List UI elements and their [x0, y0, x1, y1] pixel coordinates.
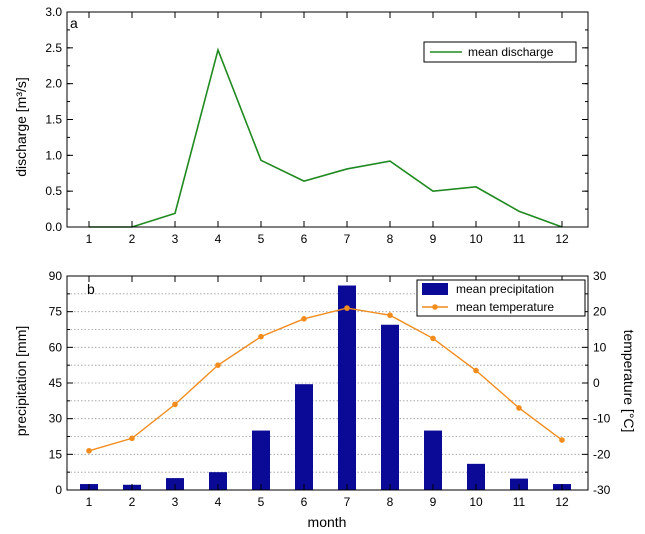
temperature-point [559, 437, 565, 443]
panel-a-legend-box [423, 41, 577, 63]
panel-a-x-tick-label: 3 [172, 232, 179, 246]
legend-swatch-mean-temperature-marker [432, 304, 438, 310]
panel-b-x-tick-label: 10 [469, 495, 483, 509]
temperature-point [516, 405, 522, 411]
panel-b-x-tick-label: 5 [258, 495, 265, 509]
panel-b-y-tick-label: 30 [49, 412, 63, 426]
precipitation-bar [338, 285, 356, 490]
panel-a-y-tick-label: 1.0 [45, 148, 62, 162]
panel-b-y-tick-label: 90 [49, 269, 63, 283]
panel-b-y2-axis-title: temperature [°C] [621, 330, 637, 433]
legend-swatch-mean-precipitation [422, 283, 448, 295]
temperature-point [344, 305, 350, 311]
temperature-point [301, 316, 307, 322]
panel-a-y-tick-label: 0.5 [45, 184, 62, 198]
panel-a-x-tick-label: 5 [258, 232, 265, 246]
panel-b-y2-tick-label: -30 [593, 483, 611, 497]
panel-b-x-tick-label: 9 [430, 495, 437, 509]
panel-b-y2-tick-label: 20 [593, 305, 607, 319]
precipitation-bar [252, 430, 270, 490]
temperature-point [387, 312, 393, 319]
panel-a-x-tick-label: 11 [513, 232, 526, 246]
temperature-point [473, 367, 479, 374]
panel-b-y2-tick-label: 0 [593, 376, 600, 390]
temperature-point [258, 333, 264, 340]
panel-a-legend: mean discharge [423, 41, 577, 63]
panel-a-x-tick-label: 4 [215, 232, 222, 246]
panel-a-marks [89, 47, 563, 228]
panel-b-legend: mean precipitation mean temperature [416, 279, 586, 317]
panel-a-x-tick-label: 9 [430, 232, 437, 246]
panel-a-label: a [70, 15, 78, 31]
panel-a-y-tick-label: 0.0 [45, 220, 62, 234]
panel-b-y-tick-label: 75 [49, 305, 63, 319]
panel-b-x-tick-label: 2 [129, 495, 136, 509]
panel-b-x-axis-title: month [308, 514, 347, 530]
panel-b-y-tick-label: 15 [49, 447, 63, 461]
panel-b-y-tick-label: 60 [49, 340, 63, 354]
panel-b-x-tick-label: 3 [172, 495, 179, 509]
panel-a-x-tick-label: 12 [555, 232, 569, 246]
precipitation-bar [381, 324, 399, 490]
temperature-point [172, 401, 178, 408]
panel-b-x-tick-label: 1 [86, 495, 93, 509]
mean-temperature-line [88, 307, 563, 452]
panel-b-x-tick-label: 7 [344, 495, 351, 509]
panel-b-label: b [87, 281, 95, 297]
panel-a-x-tick-label: 2 [129, 232, 136, 246]
precipitation-bar [295, 384, 313, 490]
panel-b-y2-tick-label: -10 [593, 412, 611, 426]
precipitation-bar [467, 463, 485, 490]
panel-b-x-tick-label: 11 [513, 495, 526, 509]
panel-a-x-tick-label: 10 [469, 232, 483, 246]
legend-label-mean-discharge: mean discharge [468, 45, 554, 59]
temperature-point [215, 362, 221, 368]
precipitation-bar [424, 430, 442, 490]
panel-a-x-tick-label: 6 [301, 232, 308, 246]
precipitation-bar [209, 472, 227, 490]
temperature-point [129, 435, 135, 442]
panel-a-y-tick-label: 2.0 [45, 77, 62, 91]
temperature-point [86, 447, 92, 454]
panel-a-axes: 0.00.51.01.52.02.53.01 2 3 4 5 6 7 8 9 10 11 12 [45, 5, 589, 246]
panel-a-y-tick-label: 1.5 [45, 113, 62, 127]
mean-discharge-line [89, 47, 563, 228]
panel-a-y-axis-title: discharge [m³/s] [13, 77, 29, 177]
panel-a-y-tick-label: 3.0 [45, 5, 62, 19]
panel-a-x-tick-label: 1 [86, 232, 93, 246]
panel-a-y-tick-label: 2.5 [45, 41, 62, 55]
panel-b-y2-tick-label: 30 [593, 269, 607, 283]
panel-a-x-tick-label: 7 [344, 232, 351, 246]
panel-a-x-tick-label: 8 [387, 232, 394, 246]
panel-b-y-axis-title: precipitation [mm] [13, 326, 29, 436]
temperature-point [430, 335, 436, 342]
panel-a: 0.00.51.01.52.02.53.01 2 3 4 5 6 7 8 9 10 11 12 a d… [13, 5, 589, 246]
panel-b-x-tick-label: 6 [301, 495, 308, 509]
legend-label-mean-temperature: mean temperature [456, 300, 554, 314]
panel-b-x-tick-label: 4 [215, 495, 222, 509]
panel-b-y-tick-label: 45 [49, 376, 63, 390]
panel-b-x-tick-label: 8 [387, 495, 394, 509]
panel-b-y-tick-label: 0 [55, 483, 62, 497]
panel-b-grid [67, 293, 588, 473]
panel-b-x-tick-label: 12 [555, 495, 569, 509]
legend-label-mean-precipitation: mean precipitation [456, 282, 554, 296]
panel-b-y2-tick-label: -20 [593, 447, 611, 461]
panel-b-y2-tick-label: 10 [593, 340, 607, 354]
